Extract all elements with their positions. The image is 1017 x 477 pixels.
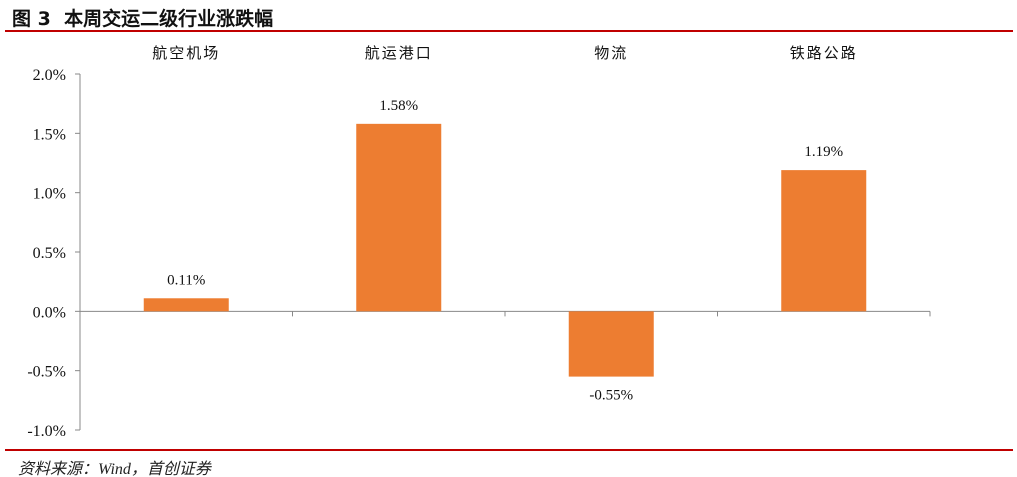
bar (143, 298, 229, 312)
category-label: 航运港口 (365, 44, 433, 62)
figure-title: 图 3 本周交运二级行业涨跌幅 (12, 8, 274, 30)
y-tick-label: 1.0% (33, 186, 66, 203)
data-label: -0.55% (589, 388, 633, 404)
category-label: 铁路公路 (790, 44, 858, 62)
bottom-rule (5, 449, 1013, 451)
y-tick-label: -1.0% (27, 423, 66, 440)
data-label: 1.58% (379, 98, 418, 114)
category-label: 航空机场 (152, 44, 220, 62)
y-tick-label: 0.5% (33, 245, 66, 262)
y-tick-label: -0.5% (27, 364, 66, 381)
top-rule (5, 30, 1013, 32)
y-tick-label: 0.0% (33, 304, 66, 321)
bar (781, 170, 867, 312)
category-label: 物流 (594, 44, 628, 62)
data-label: 0.11% (167, 272, 205, 288)
source-note: 资料来源：Wind，首创证券 (18, 461, 211, 477)
bar (568, 311, 654, 377)
data-label: 1.19% (804, 144, 843, 160)
y-tick-label: 2.0% (33, 67, 66, 84)
bar (356, 123, 442, 312)
y-tick-label: 1.5% (33, 126, 66, 143)
